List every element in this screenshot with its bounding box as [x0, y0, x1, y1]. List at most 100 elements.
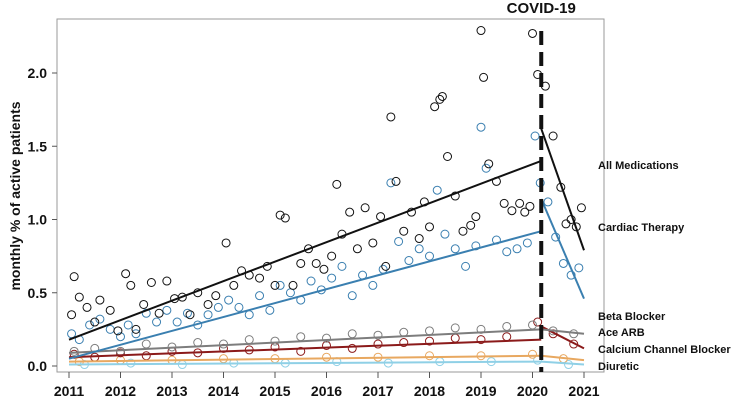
point-cardiac-therapy: [203, 310, 213, 320]
point-cardiac-therapy: [530, 131, 540, 141]
point-all-medications: [327, 251, 337, 261]
point-cardiac-therapy: [182, 308, 192, 318]
point-cardiac-therapy: [327, 273, 337, 283]
point-all-medications: [296, 258, 306, 268]
point-cardiac-therapy: [105, 324, 115, 334]
point-all-medications: [561, 219, 571, 229]
point-beta-blocker: [69, 346, 79, 356]
point-all-medications: [499, 198, 509, 208]
point-all-medications: [162, 276, 172, 286]
point-cardiac-therapy: [543, 197, 553, 207]
point-cardiac-therapy: [476, 122, 486, 132]
point-ace-arb: [373, 339, 383, 349]
point-cardiac-therapy: [566, 270, 576, 280]
point-all-medications: [303, 244, 313, 254]
point-cardiac-therapy: [425, 251, 434, 261]
point-cardiac-therapy: [481, 163, 491, 173]
point-all-medications: [113, 326, 123, 336]
point-all-medications: [548, 131, 558, 141]
point-cardiac-therapy: [95, 314, 105, 324]
point-all-medications: [203, 299, 213, 309]
point-all-medications: [507, 206, 517, 216]
x-tick-label: 2018: [414, 383, 445, 399]
point-cardiac-therapy: [123, 320, 133, 330]
y-tick-label: 0.0: [28, 358, 48, 374]
point-cardiac-therapy: [502, 247, 512, 257]
x-tick-label: 2019: [465, 383, 496, 399]
x-tick-label: 2011: [54, 383, 85, 399]
trend-post-calcium-channel-blocker: [541, 354, 585, 362]
point-ace-arb: [322, 340, 331, 350]
point-all-medications: [121, 269, 131, 279]
point-cardiac-therapy: [234, 302, 244, 312]
plot-frame: [56, 18, 605, 373]
trend-post-cardiac-therapy: [540, 198, 585, 300]
point-cardiac-therapy: [224, 295, 234, 305]
point-all-medications: [74, 292, 84, 302]
point-all-medications: [443, 152, 453, 162]
x-tick-label: 2012: [105, 383, 136, 399]
point-all-medications: [376, 212, 386, 222]
point-cardiac-therapy: [461, 261, 471, 271]
x-tick-label: 2021: [568, 383, 599, 399]
point-all-medications: [177, 292, 187, 302]
x-tick-label: 2016: [311, 383, 342, 399]
y-tick-label: 2.0: [28, 65, 48, 81]
point-ace-arb: [399, 338, 409, 348]
trend-post-all-medications: [540, 128, 585, 251]
point-cardiac-therapy: [440, 229, 450, 239]
point-all-medications: [211, 291, 221, 301]
point-beta-blocker: [476, 324, 486, 334]
point-cardiac-therapy: [285, 288, 295, 298]
point-cardiac-therapy: [213, 302, 223, 312]
point-all-medications: [146, 277, 156, 287]
series-label-ace-arb: Ace ARB: [598, 327, 645, 339]
point-all-medications: [520, 207, 530, 217]
point-cardiac-therapy: [141, 308, 151, 318]
point-all-medications: [576, 203, 586, 213]
point-cardiac-therapy: [368, 280, 378, 290]
point-cardiac-therapy: [347, 291, 357, 301]
series-label-cardiac-therapy: Cardiac Therapy: [598, 222, 685, 234]
series-label-diuretic: Diuretic: [598, 361, 639, 373]
point-cardiac-therapy: [265, 305, 275, 315]
covid-label: COVID-19: [507, 0, 576, 17]
point-all-medications: [458, 226, 468, 236]
y-axis-ticks: 0.0 0.5 1.0 1.5 2.0: [28, 65, 57, 374]
point-all-medications: [345, 207, 355, 217]
point-cardiac-therapy: [414, 244, 424, 254]
point-all-medications: [476, 26, 486, 36]
point-cardiac-therapy: [512, 244, 522, 254]
point-all-medications: [484, 159, 494, 169]
point-all-medications: [275, 210, 285, 220]
point-cardiac-therapy: [152, 317, 162, 327]
point-cardiac-therapy: [558, 258, 568, 268]
point-ace-arb: [296, 346, 306, 356]
point-all-medications: [332, 179, 342, 189]
point-cardiac-therapy: [306, 276, 316, 286]
point-all-medications: [319, 264, 329, 274]
point-all-medications: [368, 238, 378, 248]
point-all-medications: [381, 261, 391, 271]
point-all-medications: [528, 28, 537, 38]
point-ace-arb: [347, 343, 357, 353]
y-tick-label: 1.0: [28, 212, 48, 228]
point-cardiac-therapy: [337, 261, 347, 271]
point-all-medications: [105, 305, 115, 315]
point-all-medications: [515, 198, 525, 208]
point-cardiac-therapy: [386, 178, 396, 188]
trend-pre-ace-arb: [68, 338, 542, 359]
point-cardiac-therapy: [85, 320, 95, 330]
point-ace-arb: [533, 317, 543, 327]
series-label-calcium-channel-blocker: Calcium Channel Blocker: [598, 344, 731, 356]
point-beta-blocker: [347, 329, 357, 339]
x-tick-label: 2015: [259, 383, 290, 399]
point-calcium-channel-blocker: [528, 349, 537, 359]
point-all-medications: [311, 258, 321, 268]
point-all-medications: [399, 226, 409, 236]
point-all-medications: [139, 299, 149, 309]
point-ace-arb: [502, 332, 512, 342]
point-cardiac-therapy: [404, 256, 414, 266]
point-cardiac-therapy: [275, 280, 285, 290]
